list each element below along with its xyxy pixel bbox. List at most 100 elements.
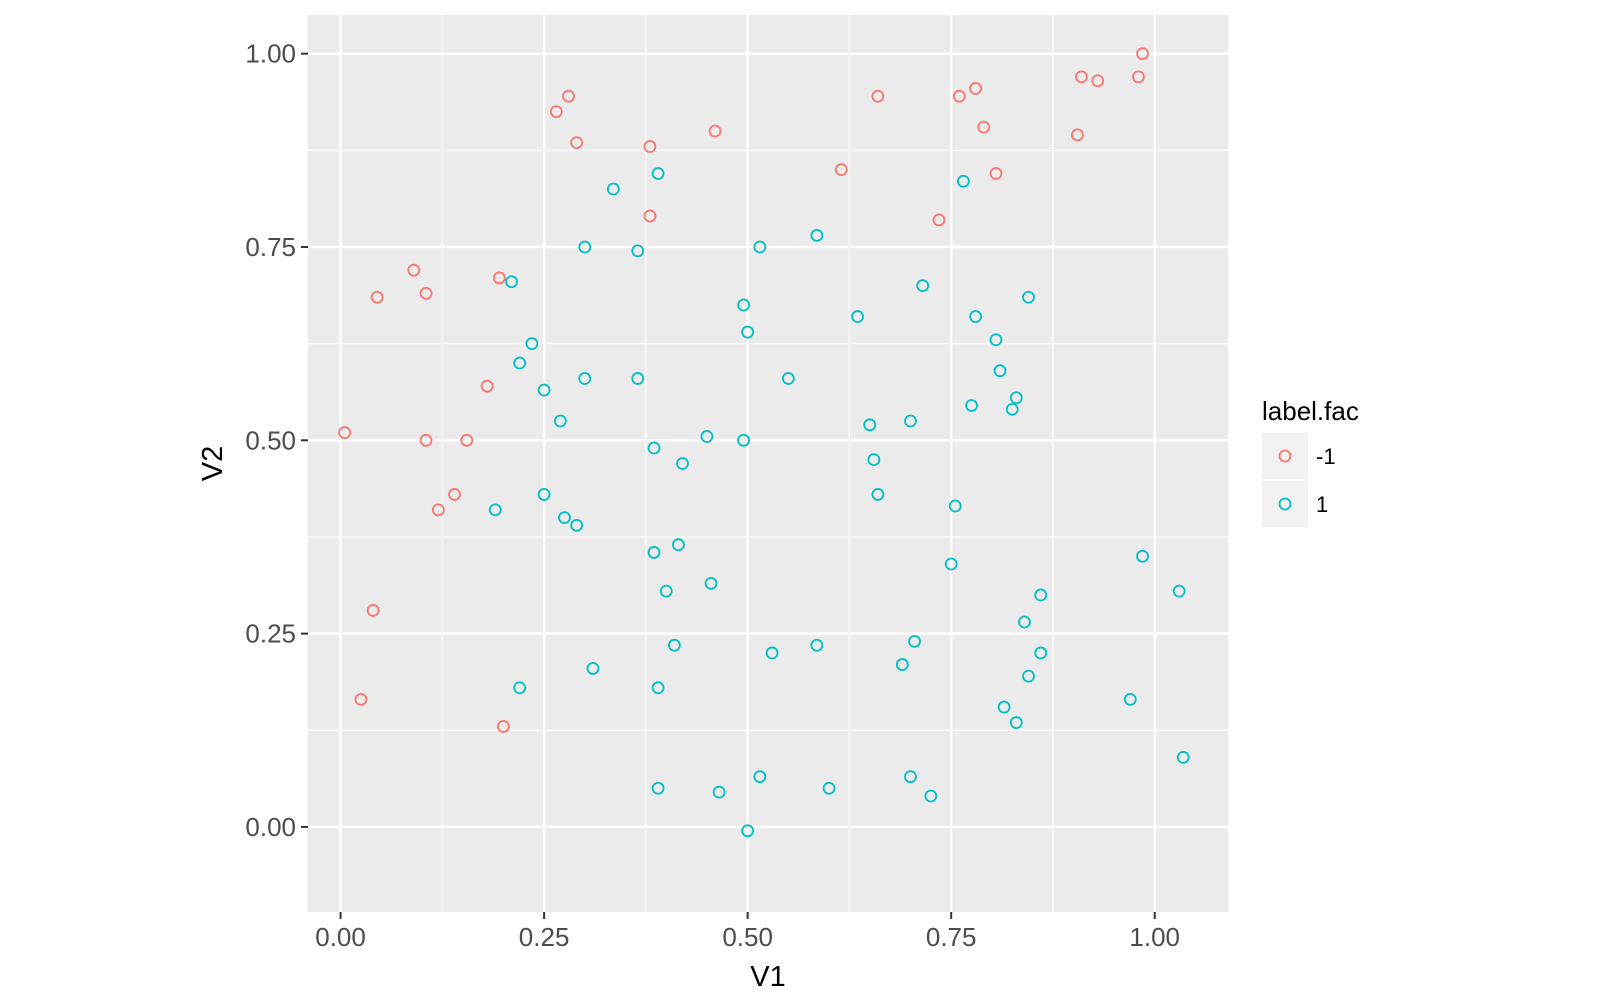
data-point-series-1 <box>781 372 795 385</box>
data-point-series-1 <box>753 770 767 784</box>
data-point-series--1 <box>1091 74 1105 88</box>
data-point-series-1 <box>553 414 567 428</box>
legend-label--1: -1 <box>1316 444 1336 469</box>
data-point-series-1 <box>904 770 917 784</box>
data-point-series-1 <box>989 333 1003 347</box>
data-point-series-1 <box>871 488 885 501</box>
data-point-series--1 <box>448 488 461 501</box>
data-point-series--1 <box>834 163 848 177</box>
data-point-series--1 <box>460 433 474 447</box>
data-point-series-1 <box>1005 402 1019 416</box>
data-point-series--1 <box>952 89 966 103</box>
data-point-series-1 <box>1176 750 1190 764</box>
data-point-series-1 <box>488 503 502 517</box>
data-point-series-1 <box>1009 391 1023 405</box>
legend-items: -1 1 <box>1262 433 1336 527</box>
y-tick-label: 0.75 <box>245 232 296 262</box>
data-point-series-1 <box>737 298 750 312</box>
data-point-series-1 <box>810 638 824 652</box>
data-point-series-1 <box>659 584 673 598</box>
x-axis: 0.00 0.25 0.50 0.75 1.00 <box>315 912 1180 952</box>
data-point-series-1 <box>676 457 689 470</box>
data-point-series--1 <box>932 213 946 227</box>
data-point-series--1 <box>431 503 445 517</box>
data-point-series-1 <box>505 275 518 289</box>
x-tick-label: 0.00 <box>315 922 366 952</box>
y-axis: 0.00 0.25 0.50 0.75 1.00 <box>245 39 308 842</box>
data-point-series--1 <box>492 271 506 285</box>
data-point-series-1 <box>606 182 620 196</box>
data-point-series-1 <box>712 785 726 799</box>
data-point-series-1 <box>570 518 584 532</box>
data-point-series-1 <box>924 789 938 803</box>
x-axis-title: V1 <box>750 961 785 993</box>
data-point-series-1 <box>753 240 767 254</box>
data-point-series--1 <box>366 604 380 617</box>
data-point-series--1 <box>1136 47 1149 61</box>
data-point-series-1 <box>956 174 970 188</box>
data-point-series-1 <box>1018 615 1031 629</box>
legend: label.fac -1 1 <box>1262 396 1359 527</box>
legend-key--1 <box>1278 449 1292 463</box>
data-point-series-1 <box>647 441 661 455</box>
data-point-series-1 <box>741 325 755 339</box>
data-point-series-1 <box>537 383 551 397</box>
data-point-series--1 <box>570 136 584 149</box>
data-point-series-1 <box>867 453 881 467</box>
y-tick-label: 1.00 <box>245 39 296 69</box>
data-point-series-1 <box>1172 584 1186 598</box>
data-point-series--1 <box>969 82 983 95</box>
data-point-series-1 <box>647 546 661 559</box>
data-point-series-1 <box>944 557 958 571</box>
data-point-series--1 <box>562 89 575 103</box>
data-point-series-1 <box>822 781 836 795</box>
data-point-series-1 <box>1034 588 1048 602</box>
data-point-series-1 <box>737 433 750 447</box>
x-tick-label: 0.50 <box>722 922 773 952</box>
data-point-series-1 <box>993 364 1007 378</box>
data-point-series-1 <box>525 337 539 351</box>
data-point-series-1 <box>578 240 592 254</box>
data-point-series--1 <box>708 124 722 138</box>
data-point-series-1 <box>908 634 921 648</box>
data-point-series-1 <box>810 228 824 242</box>
data-point-series-1 <box>1034 646 1048 660</box>
data-point-series--1 <box>643 209 657 223</box>
data-point-series-1 <box>741 824 755 838</box>
data-point-series-1 <box>667 638 681 652</box>
data-point-series--1 <box>354 692 368 706</box>
data-point-series-1 <box>997 700 1011 714</box>
data-point-series-1 <box>851 310 864 323</box>
data-point-series--1 <box>1132 70 1145 84</box>
y-tick-label: 0.50 <box>245 425 296 455</box>
legend-title: label.fac <box>1262 396 1359 426</box>
data-point-series-1 <box>537 488 551 501</box>
data-point-series-1 <box>1022 290 1035 304</box>
data-point-series-1 <box>904 414 917 428</box>
data-point-series--1 <box>549 105 563 119</box>
data-point-series--1 <box>1070 128 1084 142</box>
data-point-series--1 <box>419 433 433 447</box>
data-point-series-1 <box>916 279 930 293</box>
data-points <box>338 47 1190 838</box>
data-point-series-1 <box>651 681 665 695</box>
data-point-series-1 <box>1009 716 1023 729</box>
x-tick-label: 0.75 <box>926 922 977 952</box>
legend-key-1 <box>1278 497 1292 511</box>
data-point-series-1 <box>586 662 600 675</box>
data-point-series-1 <box>1022 669 1035 683</box>
data-point-series-1 <box>578 372 592 385</box>
data-point-series--1 <box>338 426 352 439</box>
data-point-series--1 <box>1075 70 1088 84</box>
y-tick-label: 0.25 <box>245 619 296 649</box>
data-point-series-1 <box>651 781 665 795</box>
data-point-series-1 <box>895 658 909 671</box>
data-point-series--1 <box>977 120 991 134</box>
x-tick-label: 1.00 <box>1129 922 1180 952</box>
data-point-series-1 <box>700 430 714 443</box>
data-point-series-1 <box>513 681 527 695</box>
data-point-series-1 <box>651 167 665 180</box>
legend-key-bg <box>1262 481 1308 527</box>
data-point-series-1 <box>765 646 779 660</box>
